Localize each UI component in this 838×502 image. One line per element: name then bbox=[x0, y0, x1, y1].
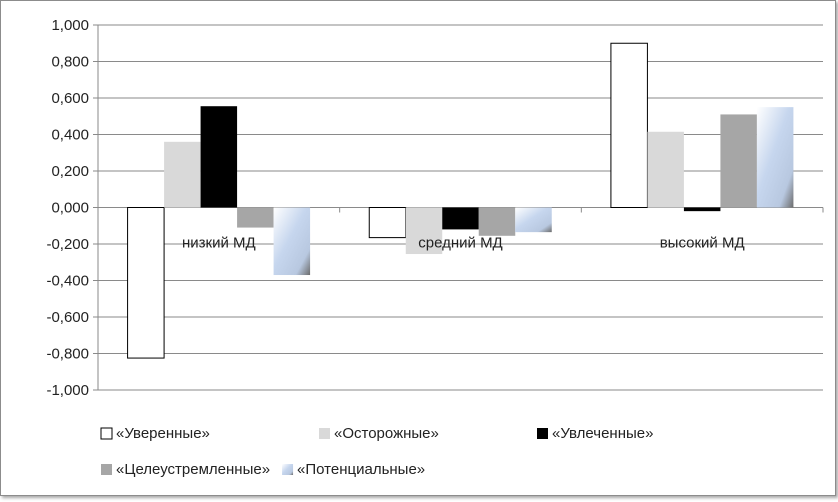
y-tick-label: -0,600 bbox=[46, 309, 89, 326]
bar bbox=[720, 114, 757, 208]
y-tick-label: 0,800 bbox=[51, 54, 89, 71]
y-tick-label: 0,400 bbox=[51, 127, 89, 144]
legend-swatch bbox=[319, 428, 330, 439]
y-tick-label: 0,600 bbox=[51, 90, 89, 107]
bar bbox=[478, 207, 516, 236]
y-tick-label: -1,000 bbox=[46, 382, 89, 399]
legend-swatch bbox=[282, 464, 294, 475]
bar bbox=[515, 207, 552, 233]
legend-label: «Уверенные» bbox=[116, 425, 210, 442]
labels: -1,000 -0,800 -0,600 -0,400 -0,200 0,000 0,200… bbox=[46, 17, 744, 399]
bar bbox=[756, 107, 794, 208]
legend-label: «Осторожные» bbox=[334, 425, 439, 442]
bar bbox=[164, 141, 201, 208]
bar bbox=[683, 207, 721, 212]
legend-swatch bbox=[100, 427, 113, 440]
bar bbox=[273, 207, 311, 276]
legend: «Уверенные» «Осторожные» «Увлеченные» «Целе… bbox=[100, 425, 653, 478]
bar bbox=[442, 207, 479, 230]
bars bbox=[127, 42, 794, 359]
legend-swatch bbox=[101, 464, 112, 475]
legend-label: «Увлеченные» bbox=[552, 425, 653, 442]
y-tick-label: 0,000 bbox=[51, 200, 89, 217]
bar bbox=[127, 207, 165, 359]
bar bbox=[647, 131, 684, 208]
legend-label: «Потенциальные» bbox=[297, 461, 425, 478]
x-category-label: высокий МД bbox=[660, 235, 745, 252]
legend-swatch bbox=[537, 428, 548, 439]
bar bbox=[610, 42, 648, 208]
y-tick-label: -0,800 bbox=[46, 346, 89, 363]
y-tick-label: 0,200 bbox=[51, 163, 89, 180]
bar bbox=[368, 207, 407, 239]
x-category-label: средний МД bbox=[418, 235, 502, 252]
y-tick-label: -0,200 bbox=[46, 236, 89, 253]
bar bbox=[200, 106, 238, 208]
legend-label: «Целеустремленные» bbox=[116, 461, 270, 478]
y-tick-label: 1,000 bbox=[51, 17, 89, 34]
y-tick-label: -0,400 bbox=[46, 273, 89, 290]
bar bbox=[237, 207, 274, 228]
x-category-label: низкий МД bbox=[182, 235, 256, 252]
bar bbox=[405, 207, 443, 255]
